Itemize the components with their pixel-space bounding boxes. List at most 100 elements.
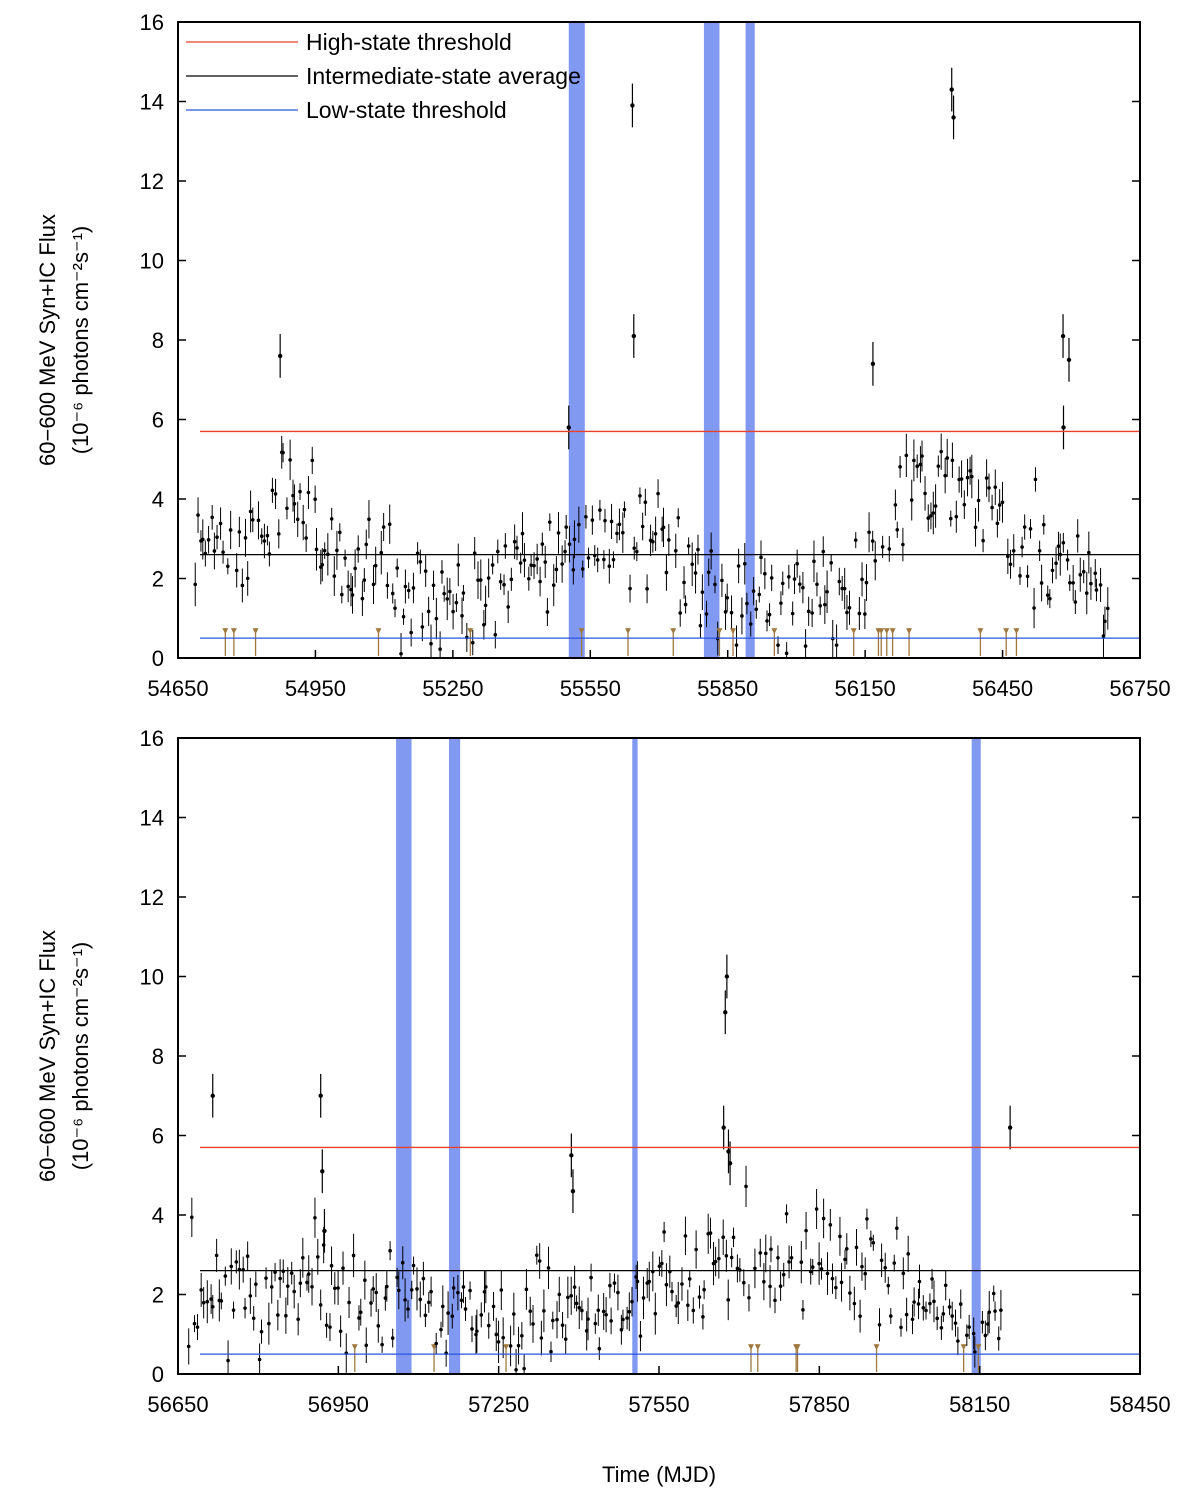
data-point: [351, 1253, 356, 1258]
data-point: [542, 1309, 546, 1313]
data-point: [506, 605, 510, 609]
data-point: [997, 503, 1002, 507]
notable-point-0: [277, 353, 283, 359]
data-point: [950, 458, 955, 463]
data-point: [609, 1319, 613, 1323]
data-point: [1039, 581, 1044, 585]
data-point: [1025, 574, 1030, 579]
data-point: [1054, 561, 1058, 566]
data-point: [320, 562, 325, 567]
data-point: [353, 566, 357, 571]
data-point: [892, 1261, 897, 1265]
data-point: [494, 1332, 499, 1337]
data-point: [403, 584, 408, 589]
data-point: [806, 609, 811, 614]
data-point: [577, 1305, 582, 1310]
data-point: [857, 611, 862, 616]
data-point: [231, 1308, 236, 1312]
data-point: [563, 549, 567, 554]
data-point: [912, 458, 916, 463]
data-point: [468, 1288, 472, 1293]
data-point: [349, 587, 353, 592]
data-point: [340, 592, 344, 597]
data-point: [234, 1260, 239, 1264]
y-tick-label: 0: [152, 646, 164, 671]
data-point: [367, 517, 371, 522]
data-point: [434, 1341, 439, 1346]
data-point: [713, 582, 717, 587]
data-point: [543, 560, 548, 564]
upper-limit-arrow: [883, 628, 890, 635]
data-point: [291, 493, 295, 498]
data-point: [741, 1280, 746, 1285]
data-point: [371, 582, 376, 587]
y-tick-label: 4: [152, 1203, 164, 1228]
data-point: [1089, 581, 1093, 586]
data-point: [745, 601, 749, 606]
data-point: [369, 1301, 373, 1305]
y-tick-label: 16: [140, 10, 164, 35]
data-point: [479, 1313, 484, 1317]
data-point: [784, 1212, 789, 1216]
panel-top: 0 2 4 6 8 10 12 14 16 54650 54950 55250 55550 55850 56…: [35, 10, 1171, 701]
data-point: [403, 1298, 407, 1302]
data-point: [313, 497, 317, 502]
data-point: [356, 547, 360, 551]
data-point: [691, 1308, 696, 1313]
notable-point-2: [630, 103, 635, 108]
notable-point-6: [721, 1125, 726, 1130]
data-point: [475, 1329, 479, 1333]
data-point: [338, 530, 342, 535]
data-point: [1041, 522, 1046, 527]
shaded-interval-2: [745, 22, 755, 658]
upper-limit-arrow: [1003, 628, 1010, 635]
data-point: [1081, 569, 1086, 574]
data-point: [387, 522, 392, 526]
data-point: [758, 1251, 763, 1255]
y-axis-title-line2: (10⁻⁶ photons cm⁻²s⁻¹): [68, 226, 93, 455]
y-tick-label: 14: [140, 90, 164, 115]
data-point: [527, 576, 531, 581]
data-point: [742, 561, 747, 566]
data-point: [967, 1325, 971, 1329]
data-point: [886, 1283, 891, 1288]
data-point: [965, 1333, 969, 1338]
data-point: [493, 632, 498, 637]
data-point: [860, 577, 864, 582]
data-point: [687, 1277, 692, 1281]
y-axis-title-line1: 60−600 MeV Syn+IC Flux: [35, 930, 60, 1182]
data-point: [479, 578, 483, 582]
notable-point-1: [318, 1093, 323, 1098]
data-point: [753, 1266, 757, 1271]
data-point: [406, 1307, 410, 1311]
data-point: [499, 1288, 504, 1292]
data-point: [362, 578, 367, 582]
data-point: [945, 456, 950, 460]
data-point: [888, 1314, 893, 1318]
data-point: [987, 1310, 992, 1314]
upper-limit-arrow: [889, 628, 896, 635]
data-point: [656, 491, 660, 496]
data-point: [653, 1311, 658, 1316]
data-point: [601, 1309, 606, 1314]
data-point: [1105, 606, 1110, 611]
upper-limit-arrow: [975, 1344, 982, 1351]
data-point: [529, 563, 533, 568]
y-tick-label: 2: [152, 1283, 164, 1308]
data-point: [818, 603, 822, 608]
data-point: [1045, 593, 1050, 597]
data-point: [329, 1263, 334, 1268]
shaded-interval-0: [568, 22, 585, 658]
data-point: [958, 1302, 963, 1306]
data-point: [799, 1260, 804, 1265]
data-point: [298, 489, 302, 494]
data-point: [867, 530, 871, 535]
data-point: [971, 1331, 976, 1336]
data-point: [1000, 500, 1005, 505]
data-point: [638, 1334, 643, 1338]
data-point: [381, 525, 386, 529]
data-point: [374, 1290, 379, 1295]
y-tick-label: 6: [152, 1124, 164, 1149]
legend: High-state threshold Intermediate-state a…: [186, 29, 581, 123]
data-point: [501, 1335, 505, 1340]
